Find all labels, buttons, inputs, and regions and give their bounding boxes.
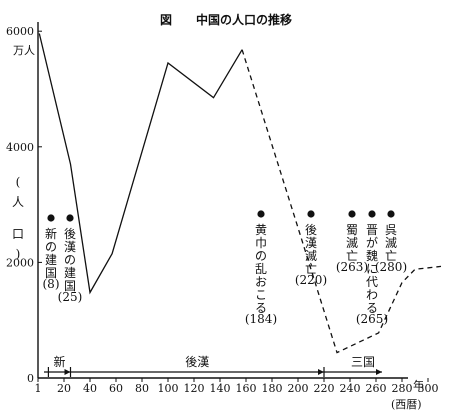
event-label-char: 後 bbox=[305, 223, 317, 237]
y-tick-label: 0 bbox=[27, 372, 34, 385]
y-axis-label: ( 人口) bbox=[12, 175, 24, 261]
event-label-char: る bbox=[366, 301, 378, 315]
event-year-label: (280) bbox=[375, 260, 407, 274]
axes bbox=[37, 22, 408, 379]
era-bar: 新 後漢 三国 bbox=[44, 354, 382, 377]
event-label-char: 国 bbox=[45, 266, 57, 280]
event-label-char: わ bbox=[366, 288, 378, 302]
event-label-char: 黄 bbox=[255, 223, 267, 237]
event-label-char: の bbox=[45, 240, 57, 254]
y-tick-label: 4000 bbox=[6, 141, 34, 154]
y-axis-ticks: 0 2000 4000 6000 bbox=[6, 25, 42, 385]
event-label-char: 巾 bbox=[255, 236, 267, 250]
y-axis-label-char: ) bbox=[16, 247, 21, 261]
event-label-char: の bbox=[255, 249, 267, 263]
event-annotation: 呉滅亡(280) bbox=[375, 210, 407, 274]
x-tick-label: 140 bbox=[210, 382, 231, 395]
event-bullet bbox=[368, 210, 376, 218]
x-tick-label: 280 bbox=[392, 382, 413, 395]
event-label-char: 国 bbox=[64, 279, 76, 293]
x-tick-label: 220 bbox=[314, 382, 335, 395]
event-year-label: (220) bbox=[295, 273, 327, 287]
population-line-solid bbox=[38, 33, 243, 295]
y-unit-label: 万人 bbox=[13, 44, 35, 57]
event-year-label: (265) bbox=[356, 312, 388, 326]
event-bullet bbox=[348, 210, 356, 218]
event-bullet bbox=[307, 210, 315, 218]
event-label-char: 滅 bbox=[385, 236, 397, 250]
x-axis-sublabel: (西暦) bbox=[391, 398, 422, 411]
era-label: 後漢 bbox=[185, 355, 209, 369]
event-bullet bbox=[387, 210, 395, 218]
event-label-char: る bbox=[255, 301, 267, 315]
event-label-char: 後 bbox=[64, 227, 76, 241]
event-label-char: お bbox=[255, 275, 267, 289]
event-label-char: 晋 bbox=[366, 223, 378, 237]
era-arrow bbox=[376, 369, 382, 375]
y-tick-label: 6000 bbox=[6, 25, 34, 38]
event-label-char: 蜀 bbox=[346, 223, 358, 237]
y-axis-label-char: 口 bbox=[12, 227, 24, 241]
x-tick-label: 120 bbox=[184, 382, 205, 395]
era-arrow bbox=[318, 369, 324, 375]
x-tick-label: 240 bbox=[340, 382, 361, 395]
y-axis-label-char: 人 bbox=[12, 195, 24, 209]
event-label-char: 乱 bbox=[255, 262, 267, 276]
event-label-char: の bbox=[64, 253, 76, 267]
event-label-char: 亡 bbox=[305, 262, 317, 276]
x-tick-label: 160 bbox=[236, 382, 257, 395]
event-label-char: 滅 bbox=[346, 236, 358, 250]
x-tick-label: 300 bbox=[418, 382, 439, 395]
y-axis-label-char: ( bbox=[16, 175, 21, 189]
event-label-char: 新 bbox=[45, 226, 57, 241]
event-label-char: 呉 bbox=[385, 223, 397, 237]
event-year-label: (263) bbox=[336, 260, 368, 274]
event-label-char: が bbox=[366, 235, 378, 250]
event-label-char: 代 bbox=[366, 275, 378, 289]
event-label-char: 魏 bbox=[366, 248, 378, 263]
population-line-dashed bbox=[241, 49, 442, 354]
x-axis-label: 年 bbox=[413, 378, 424, 392]
x-axis-ticks: 1 20 40 60 80 100 120 140 160 180 200 220 240 260 280 3… bbox=[35, 378, 439, 395]
chart-title: 図 中国の人口の推移 bbox=[160, 12, 292, 27]
event-label-char: に bbox=[366, 262, 378, 276]
series-layer bbox=[38, 33, 442, 354]
era-label: 新 bbox=[53, 354, 65, 369]
event-label-char: 建 bbox=[45, 253, 57, 267]
era-label: 三国 bbox=[351, 355, 375, 369]
event-label-char: 建 bbox=[64, 266, 76, 280]
event-label-char: 漢 bbox=[305, 236, 317, 250]
event-annotation: 蜀滅亡(263) bbox=[336, 210, 368, 274]
event-year-label: (184) bbox=[245, 312, 277, 326]
event-label-char: 亡 bbox=[346, 249, 358, 263]
era-arrow bbox=[64, 369, 71, 375]
y-tick-label: 2000 bbox=[6, 256, 34, 269]
x-tick-label: 180 bbox=[262, 382, 283, 395]
x-tick-label: 20 bbox=[57, 382, 71, 395]
x-tick-label: 260 bbox=[366, 382, 387, 395]
x-tick-label: 40 bbox=[83, 382, 97, 395]
event-label-char: 漢 bbox=[64, 240, 76, 254]
x-tick-label: 100 bbox=[158, 382, 179, 395]
event-bullet bbox=[66, 214, 74, 222]
event-year-label: (25) bbox=[58, 290, 83, 304]
event-label-char: 滅 bbox=[305, 249, 317, 263]
x-tick-label: 200 bbox=[288, 382, 309, 395]
event-year-label: (8) bbox=[43, 277, 60, 291]
event-label-char: 亡 bbox=[385, 249, 397, 263]
x-tick-label: 60 bbox=[109, 382, 123, 395]
x-tick-label: 1 bbox=[35, 382, 42, 395]
event-bullet bbox=[257, 210, 265, 218]
event-bullet bbox=[47, 214, 55, 222]
x-tick-label: 80 bbox=[135, 382, 149, 395]
event-label-char: こ bbox=[255, 288, 267, 302]
event-annotations: 新の建国(8)後漢の建国(25)黄巾の乱おこる(184)後漢滅亡(220)蜀滅亡… bbox=[43, 210, 407, 326]
